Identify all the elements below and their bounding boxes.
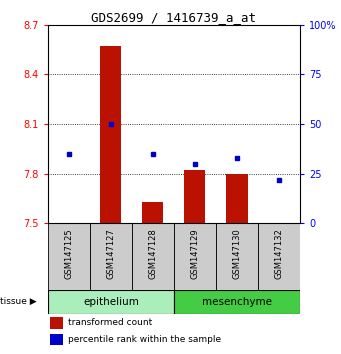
Text: epithelium: epithelium bbox=[83, 297, 139, 307]
Bar bbox=[50, 317, 63, 329]
Bar bbox=[50, 334, 63, 345]
Bar bbox=[90, 223, 132, 290]
Bar bbox=[100, 46, 121, 223]
Text: GSM147127: GSM147127 bbox=[106, 229, 115, 279]
Text: GSM147130: GSM147130 bbox=[233, 229, 241, 279]
Bar bbox=[226, 174, 248, 223]
Text: GSM147132: GSM147132 bbox=[275, 229, 284, 279]
Bar bbox=[142, 202, 163, 223]
Text: transformed count: transformed count bbox=[68, 318, 152, 327]
Bar bbox=[184, 170, 205, 223]
Bar bbox=[132, 223, 174, 290]
Text: tissue ▶: tissue ▶ bbox=[0, 297, 37, 306]
Text: percentile rank within the sample: percentile rank within the sample bbox=[68, 335, 221, 344]
Bar bbox=[174, 223, 216, 290]
Title: GDS2699 / 1416739_a_at: GDS2699 / 1416739_a_at bbox=[91, 11, 256, 24]
Bar bbox=[216, 223, 258, 290]
Bar bbox=[258, 223, 300, 290]
Bar bbox=[174, 290, 300, 314]
Text: GSM147125: GSM147125 bbox=[64, 229, 73, 279]
Bar bbox=[48, 223, 90, 290]
Text: mesenchyme: mesenchyme bbox=[202, 297, 272, 307]
Text: GSM147128: GSM147128 bbox=[148, 229, 158, 279]
Bar bbox=[48, 290, 174, 314]
Text: GSM147129: GSM147129 bbox=[190, 229, 199, 279]
